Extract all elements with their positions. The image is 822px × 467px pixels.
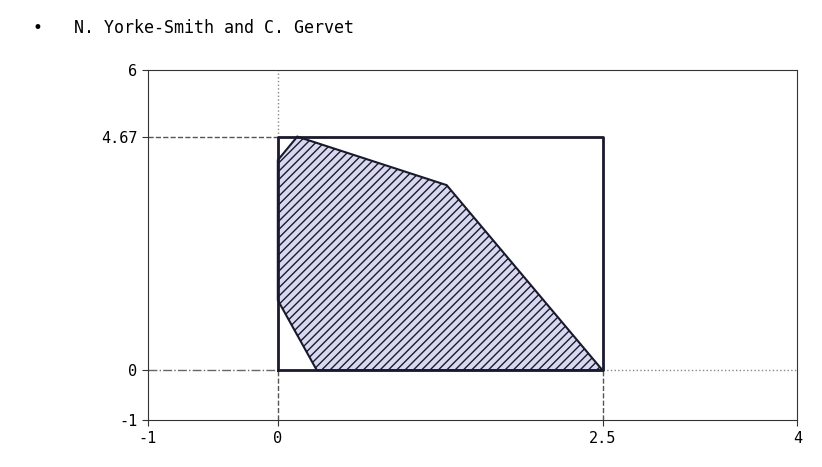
Polygon shape bbox=[278, 136, 603, 370]
Text: •: • bbox=[33, 19, 43, 37]
Text: N. Yorke-Smith and C. Gervet: N. Yorke-Smith and C. Gervet bbox=[74, 19, 354, 37]
